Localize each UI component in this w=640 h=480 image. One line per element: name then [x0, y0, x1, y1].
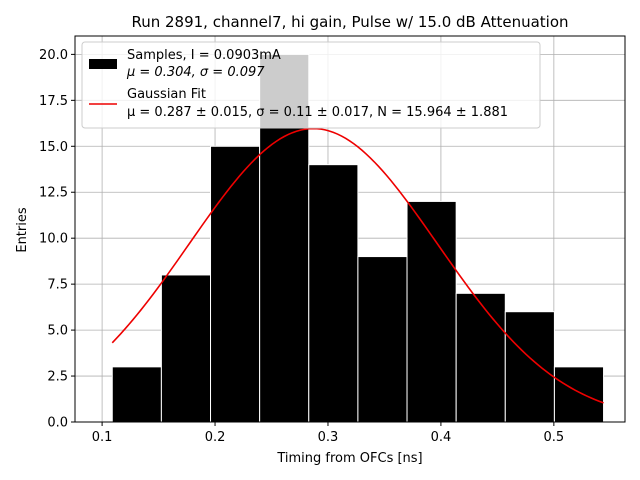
histogram-bar: [210, 145, 261, 423]
histogram-bar: [308, 164, 359, 423]
gaussian-fit-curve: [111, 127, 604, 404]
legend-samples-swatch: [89, 59, 117, 69]
chart-title: Run 2891, channel7, hi gain, Pulse w/ 15…: [131, 13, 568, 31]
legend: Samples, I = 0.0903mA μ = 0.304, σ = 0.0…: [81, 41, 541, 129]
axes-frame: [74, 35, 626, 423]
histogram-bar: [504, 311, 555, 423]
y-tick-label: 0.0: [47, 416, 68, 431]
x-axis-label: Timing from OFCs [ns]: [276, 451, 422, 466]
histogram-bar: [553, 366, 605, 423]
x-tick-label: 0.5: [544, 430, 565, 445]
y-tick-label: 17.5: [39, 94, 68, 109]
histogram-bar: [111, 366, 162, 423]
y-tick-label: 10.0: [39, 232, 68, 247]
histogram-bar: [160, 274, 212, 423]
y-tick-label: 12.5: [39, 186, 68, 201]
x-tick-label: 0.4: [431, 430, 452, 445]
y-tick-label: 7.5: [47, 278, 68, 293]
legend-samples-line2: μ = 0.304, σ = 0.097: [126, 65, 265, 80]
legend-samples-sigma: σ = 0.097: [200, 65, 265, 80]
x-tick-label: 0.3: [318, 430, 339, 445]
y-axis: 0.0 2.5 5.0 7.5 10.0 12.5 15.0 17.5 20.0: [39, 48, 75, 431]
y-tick-label: 15.0: [39, 140, 68, 155]
y-tick-label: 2.5: [47, 370, 68, 385]
legend-fit-line2: μ = 0.287 ± 0.015, σ = 0.11 ± 0.017, N =…: [127, 105, 508, 120]
legend-samples-mu: μ = 0.304,: [126, 65, 200, 80]
y-axis-label: Entries: [15, 207, 30, 253]
legend-frame: [81, 41, 541, 129]
histogram-bar: [406, 200, 457, 423]
legend-fit-line1: Gaussian Fit: [127, 87, 206, 102]
x-tick-label: 0.2: [205, 430, 226, 445]
y-tick-label: 5.0: [47, 324, 68, 339]
histogram-bar: [455, 292, 506, 423]
x-axis: 0.1 0.2 0.3 0.4 0.5: [92, 422, 564, 445]
y-tick-label: 20.0: [39, 48, 68, 63]
histogram-bar: [357, 256, 408, 423]
x-tick-label: 0.1: [92, 430, 113, 445]
legend-samples-line1: Samples, I = 0.0903mA: [127, 48, 281, 63]
